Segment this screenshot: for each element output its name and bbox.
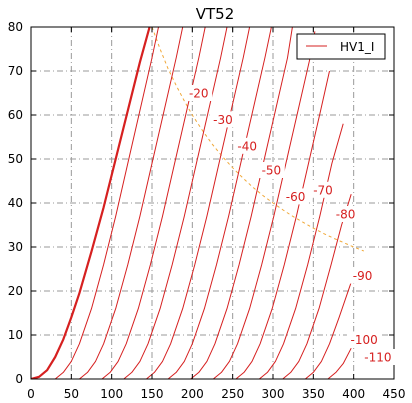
- x-tick-label-350: 350: [302, 387, 325, 401]
- x-tick-label-0: 0: [27, 387, 35, 401]
- y-tick-label-10: 10: [8, 328, 23, 342]
- plate-curve-grid-50: [146, 27, 251, 379]
- plate-curve-grid-0: [31, 27, 151, 379]
- curve-label-4: -60: [286, 190, 306, 204]
- max-dissipation-curve: [151, 27, 364, 252]
- curve-label-bg-1: [209, 111, 237, 128]
- y-tick-label-20: 20: [8, 284, 23, 298]
- x-tick-label-400: 400: [342, 387, 365, 401]
- curve-label-bg-3: [257, 162, 285, 178]
- curve-label-bg-7: [349, 267, 376, 284]
- y-tick-label-0: 0: [15, 372, 23, 386]
- legend-entry-hv1-i: HV1_I: [340, 40, 374, 54]
- y-tick-label-70: 70: [8, 64, 23, 78]
- curve-label-bg-4: [282, 188, 309, 205]
- curve-label-bg-8: [346, 331, 382, 348]
- y-tick-label-40: 40: [8, 196, 23, 210]
- curve-label-8: -100: [351, 333, 378, 347]
- curve-label-3: -50: [262, 164, 282, 178]
- plate-curve-grid-40: [123, 27, 228, 379]
- chart-title: VT52: [196, 5, 235, 23]
- y-tick-label-30: 30: [8, 240, 23, 254]
- plot-area: [31, 27, 364, 379]
- curve-label-bg-6: [332, 206, 359, 222]
- legend-box: [296, 33, 386, 60]
- plate-curve-grid-100: [258, 123, 344, 379]
- curve-label-bg-2: [233, 137, 261, 154]
- x-tick-label-150: 150: [141, 387, 164, 401]
- curve-label-7: -90: [353, 269, 373, 283]
- axis-ticks: 0 50 100 150 200 250 300 350 400 450 0 10 20 30 40 50 60…: [8, 20, 406, 401]
- curve-label-bg-0: [185, 85, 213, 101]
- curve-label-bg-5: [309, 181, 337, 198]
- curve-label-5: -70: [313, 183, 333, 197]
- curve-label-2: -40: [237, 139, 257, 153]
- legend: HV1_I: [296, 33, 386, 60]
- curve-label-9: -110: [364, 351, 391, 365]
- plate-curve-grid-120: [304, 282, 352, 379]
- x-tick-label-250: 250: [221, 387, 244, 401]
- y-tick-label-50: 50: [8, 152, 23, 166]
- plate-curve-grid-90: [235, 70, 330, 379]
- plate-curve-grid-20: [79, 27, 184, 379]
- x-tick-label-450: 450: [383, 387, 406, 401]
- y-tick-label-80: 80: [8, 20, 23, 34]
- curve-label-bg-9: [360, 349, 396, 365]
- x-tick-label-100: 100: [100, 387, 123, 401]
- y-tick-label-60: 60: [8, 108, 23, 122]
- x-tick-label-200: 200: [181, 387, 204, 401]
- plate-curve-grid-70: [190, 27, 293, 379]
- plate-curve-grid-10: [54, 27, 159, 379]
- plate-curve-grid-130: [327, 347, 352, 379]
- x-tick-label-50: 50: [64, 387, 79, 401]
- curve-label-6: -80: [336, 208, 356, 222]
- curve-label-1: -30: [213, 113, 233, 127]
- plate-curve-grid-110: [282, 194, 352, 379]
- plate-curve-grid-60: [167, 27, 272, 379]
- plate-curve-grid-80: [212, 31, 316, 379]
- curve-label-0: -20: [189, 87, 209, 101]
- x-tick-label-300: 300: [262, 387, 285, 401]
